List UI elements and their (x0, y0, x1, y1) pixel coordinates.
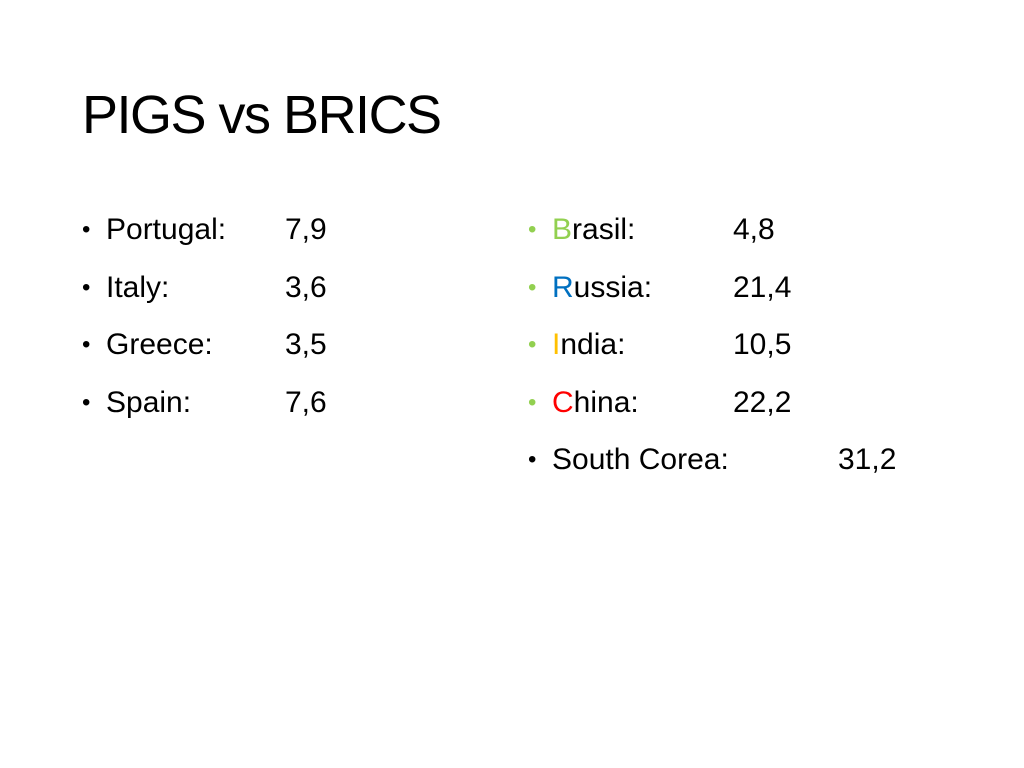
country-label-rest: ussia: (573, 270, 653, 304)
list-item-portugal: • Portugal: 7,9 (82, 205, 462, 263)
country-label-rest: hina: (573, 385, 639, 419)
bullet-icon: • (528, 388, 537, 416)
list-item-italy: • Italy: 3,6 (82, 263, 462, 321)
country-value: 7,9 (285, 213, 327, 246)
country-initial: B (552, 213, 573, 246)
country-label: Greece: (106, 328, 213, 361)
bullet-icon: • (82, 216, 91, 243)
country-label: China: (552, 378, 639, 428)
bullet-icon: • (528, 446, 537, 473)
country-label: Spain: (106, 385, 192, 419)
list-item-greece: • Greece: 3,5 (82, 320, 462, 378)
bullet-icon: • (528, 216, 537, 243)
country-label-rest: ndia: (560, 328, 626, 361)
list-item-brasil: • Brasil: 4,8 (528, 205, 978, 263)
bullet-icon: • (528, 331, 537, 358)
country-value: 10,5 (733, 328, 792, 361)
country-value: 3,5 (285, 328, 327, 361)
country-value: 4,8 (733, 213, 775, 246)
country-value: 7,6 (285, 385, 327, 419)
bullet-icon: • (82, 388, 91, 416)
country-label: Russia: (552, 263, 652, 313)
list-item-spain: • Spain: 7,6 (82, 378, 462, 436)
list-item-south-corea: • South Corea: 31,2 (528, 435, 978, 493)
country-label-rest: rasil: (572, 213, 636, 246)
country-initial: R (552, 270, 574, 304)
country-value: 31,2 (838, 443, 897, 476)
country-label: India: (552, 320, 625, 370)
country-label: Portugal: (106, 213, 227, 246)
bullet-icon: • (82, 331, 91, 358)
bullet-icon: • (528, 273, 537, 301)
list-item-russia: • Russia: 21,4 (528, 263, 978, 321)
country-label: Brasil: (552, 205, 635, 255)
country-initial: I (552, 328, 561, 361)
slide-title: PIGS vs BRICS (82, 85, 442, 145)
country-label-rest: South Corea: (552, 443, 729, 476)
list-item-china: • China: 22,2 (528, 378, 978, 436)
country-label: Italy: (106, 270, 170, 304)
bullet-icon: • (82, 273, 91, 301)
brics-list: • Brasil: 4,8 • Russia: 21,4 • India: 10… (528, 205, 978, 493)
country-initial: C (552, 385, 574, 419)
list-item-india: • India: 10,5 (528, 320, 978, 378)
country-value: 22,2 (733, 385, 792, 419)
pigs-list: • Portugal: 7,9 • Italy: 3,6 • Greece: 3… (82, 205, 462, 435)
country-value: 3,6 (285, 270, 327, 304)
country-label: South Corea: (552, 435, 729, 485)
country-value: 21,4 (733, 270, 792, 304)
